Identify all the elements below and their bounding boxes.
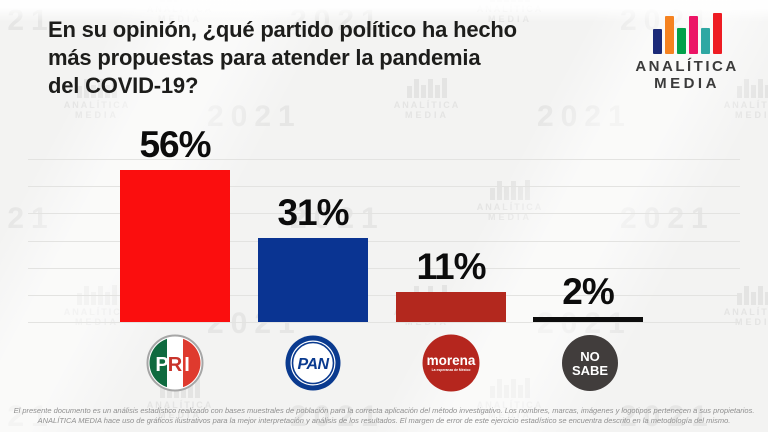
disclaimer-line-2: ANALÍTICA MEDIA hace uso de gráficos ilu… <box>37 416 731 425</box>
gridline-20 <box>28 268 740 269</box>
bar-value-no-sabe: 2% <box>562 271 614 312</box>
title-line-3: del COVID-19? <box>48 73 199 98</box>
gridline-50 <box>28 186 740 187</box>
title-line-1: En su opinión, ¿qué partido político ha … <box>48 17 517 42</box>
gridline-0 <box>28 322 740 323</box>
brand-name-line-1: ANALÍTICA <box>635 58 739 75</box>
brand-barchart-icon <box>622 12 752 54</box>
brand-name: ANALÍTICA MEDIA <box>622 58 752 92</box>
brand-bar-4 <box>700 28 710 54</box>
disclaimer-line-1: El presente documento es un análisis est… <box>13 406 755 415</box>
brand-bar-3 <box>688 16 698 54</box>
brand-bar-1 <box>664 16 674 54</box>
gridline-10 <box>28 295 740 296</box>
disclaimer-footer: El presente documento es un análisis est… <box>0 406 768 426</box>
bar-pan <box>258 238 368 322</box>
gridline-40 <box>28 213 740 214</box>
brand-bar-2 <box>676 28 686 54</box>
bar-no-sabe <box>533 317 643 322</box>
survey-question-title: En su opinión, ¿qué partido político ha … <box>48 16 608 100</box>
bar-value-pri: 56% <box>139 124 211 165</box>
bar-value-pan: 31% <box>277 192 349 233</box>
bar-pri <box>120 170 230 322</box>
brand-name-line-2: MEDIA <box>654 75 720 92</box>
title-line-2: más propuestas para atender la pandemia <box>48 45 481 70</box>
gridline-30 <box>28 241 740 242</box>
bar-morena <box>396 292 506 322</box>
brand-bar-0 <box>652 29 662 54</box>
brand-bar-5 <box>712 13 722 54</box>
bar-value-morena: 11% <box>416 246 486 287</box>
analitica-media-logo: ANALÍTICA MEDIA <box>622 12 752 92</box>
gridline-60 <box>28 159 740 160</box>
bar-chart: 56% 31% 11% 2% <box>120 124 643 322</box>
